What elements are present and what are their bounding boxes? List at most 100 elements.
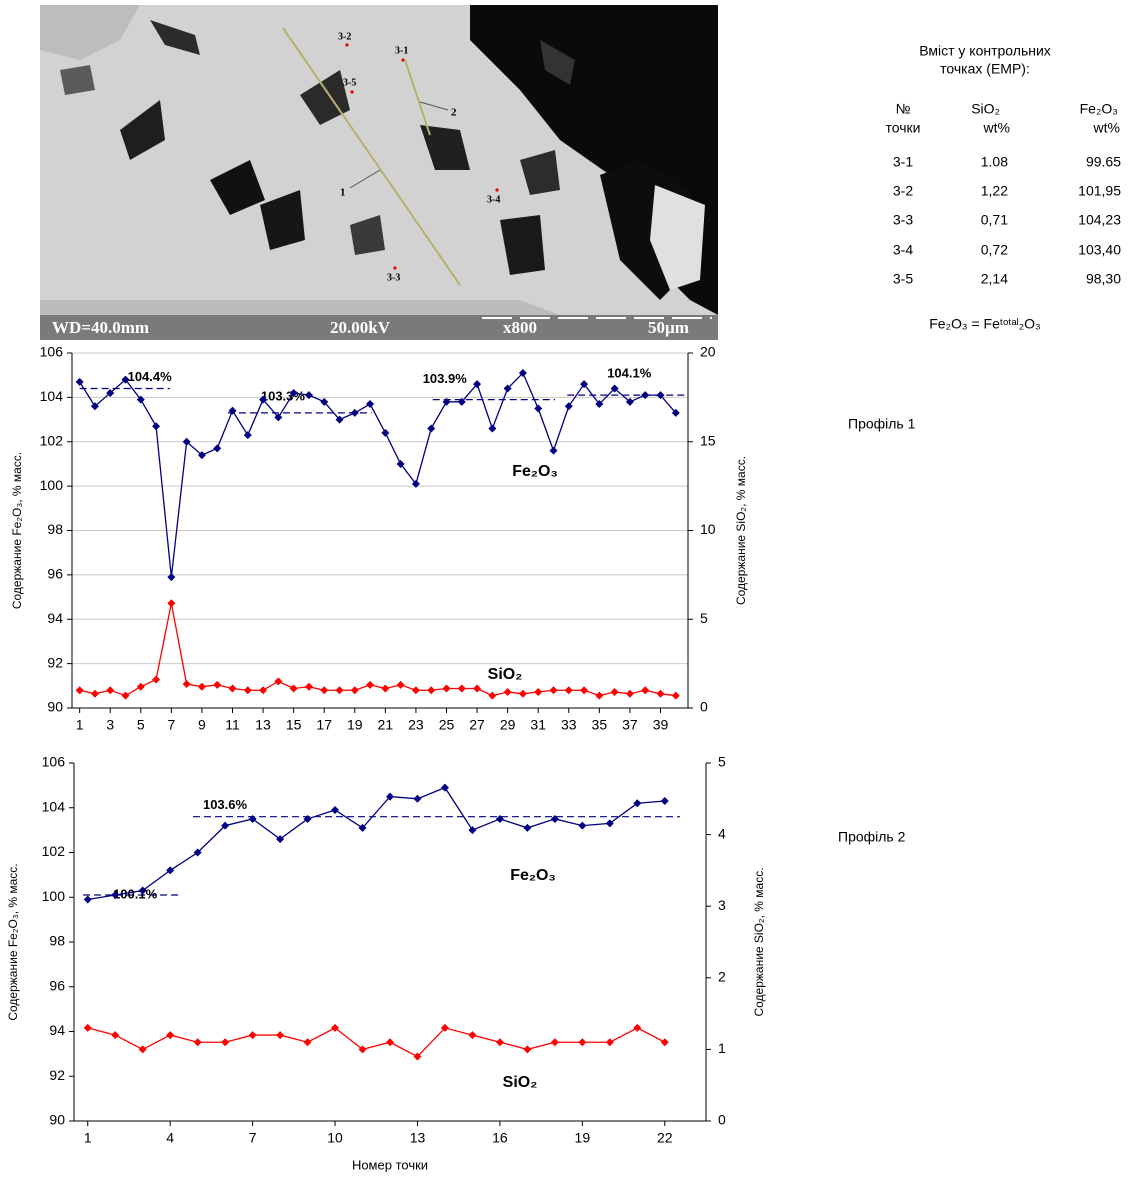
- x-tick-label: 11: [225, 717, 240, 733]
- data-point: [84, 895, 92, 903]
- data-point: [249, 1031, 257, 1039]
- data-point: [549, 447, 557, 455]
- data-point: [91, 690, 99, 698]
- table-header: точки: [886, 120, 921, 136]
- x-tick-label: 33: [561, 717, 577, 733]
- y-tick-label: 96: [49, 977, 65, 993]
- data-point: [595, 692, 603, 700]
- y2-tick-label: 0: [700, 699, 708, 715]
- y-tick-label: 102: [40, 432, 64, 448]
- y2-axis-title: Содержание SiO₂, % масс.: [752, 867, 766, 1016]
- x-tick-label: 21: [378, 717, 394, 733]
- table-cell: 1.08: [981, 154, 1008, 170]
- y-tick-label: 102: [42, 843, 66, 859]
- table-cell: 3-4: [893, 242, 913, 258]
- table-cell: 104,23: [1078, 212, 1121, 228]
- scale-text: 20.00kV: [330, 318, 391, 337]
- x-tick-label: 29: [500, 717, 516, 733]
- y2-axis-title: Содержание SiO₂, % масс.: [734, 456, 748, 605]
- mean-label: 103.9%: [423, 371, 468, 386]
- series-label: SiO₂: [488, 666, 523, 683]
- data-point: [468, 826, 476, 834]
- data-point: [661, 1038, 669, 1046]
- data-point: [641, 686, 649, 694]
- scale-text: 50µm: [648, 318, 689, 337]
- data-point: [488, 424, 496, 432]
- data-point: [139, 1045, 147, 1053]
- y-tick-label: 98: [49, 933, 65, 949]
- y2-tick-label: 4: [718, 825, 726, 841]
- data-point: [458, 684, 466, 692]
- x-tick-label: 10: [327, 1130, 343, 1146]
- data-point: [413, 795, 421, 803]
- data-point: [274, 677, 282, 685]
- y-axis-title: Содержание Fe₂O₃, % масс.: [10, 452, 24, 609]
- figure: WD=40.0mm 20.00kV x800 50µm 3-2 3-1 3-5 …: [0, 0, 1130, 1177]
- table-caption: точках (EMP):: [940, 61, 1030, 77]
- table-cell: 3-2: [893, 183, 913, 199]
- y-tick-label: 96: [47, 566, 63, 582]
- data-point: [276, 1031, 284, 1039]
- data-point: [606, 1038, 614, 1046]
- x-tick-label: 5: [137, 717, 145, 733]
- data-point: [496, 1038, 504, 1046]
- y-tick-label: 100: [40, 477, 64, 493]
- series-label: Fe₂O₃: [512, 463, 558, 480]
- y-tick-label: 94: [49, 1022, 65, 1038]
- data-point: [166, 1031, 174, 1039]
- data-point: [305, 391, 313, 399]
- data-point: [152, 422, 160, 430]
- x-tick-label: 9: [198, 717, 206, 733]
- y-tick-label: 106: [40, 344, 64, 360]
- profile-number: 2: [451, 107, 457, 119]
- table-footnote: Fe₂O₃ = Feᵗᵒᵗᵃˡ₂O₃: [929, 316, 1041, 332]
- series-label: Fe₂O₃: [510, 867, 556, 884]
- y-tick-label: 106: [42, 754, 66, 770]
- x-tick-label: 7: [167, 717, 175, 733]
- series-line: [88, 1028, 665, 1057]
- table-cell: 103,40: [1078, 242, 1121, 258]
- x-tick-label: 37: [622, 717, 638, 733]
- data-point: [335, 686, 343, 694]
- x-tick-label: 3: [106, 717, 114, 733]
- x-tick-label: 17: [316, 717, 332, 733]
- series-line: [80, 373, 676, 577]
- table-caption: Вміст у контрольних: [919, 43, 1051, 59]
- x-tick-label: 22: [657, 1130, 673, 1146]
- x-tick-label: 1: [84, 1130, 92, 1146]
- y2-tick-label: 3: [718, 897, 726, 913]
- mean-label: 104.1%: [607, 366, 652, 381]
- data-point: [351, 686, 359, 694]
- data-point: [641, 391, 649, 399]
- table-cell: 98,30: [1086, 271, 1121, 287]
- table-cell: 3-1: [893, 154, 913, 170]
- data-point: [331, 806, 339, 814]
- x-tick-label: 15: [286, 717, 302, 733]
- x-tick-label: 25: [439, 717, 455, 733]
- table-cell: 0,71: [981, 212, 1008, 228]
- y2-tick-label: 5: [700, 610, 708, 626]
- profile-label: Профіль 2: [838, 829, 906, 845]
- y2-tick-label: 1: [718, 1040, 726, 1056]
- data-point: [578, 1038, 586, 1046]
- data-point: [183, 680, 191, 688]
- table: Вміст у контрольних точках (EMP): № точк…: [886, 43, 1122, 332]
- y2-tick-label: 15: [700, 432, 716, 448]
- data-point: [468, 1031, 476, 1039]
- data-point: [565, 686, 573, 694]
- series-line: [88, 788, 665, 900]
- x-tick-label: 35: [592, 717, 608, 733]
- y-tick-label: 90: [47, 699, 63, 715]
- profile-label: Профіль 1: [848, 416, 916, 432]
- data-point: [366, 400, 374, 408]
- data-point: [198, 683, 206, 691]
- x-tick-label: 1: [76, 717, 84, 733]
- data-point: [534, 688, 542, 696]
- data-point: [381, 684, 389, 692]
- point-label: 3-3: [387, 272, 400, 283]
- table-cell: 3-3: [893, 212, 913, 228]
- x-tick-label: 16: [492, 1130, 508, 1146]
